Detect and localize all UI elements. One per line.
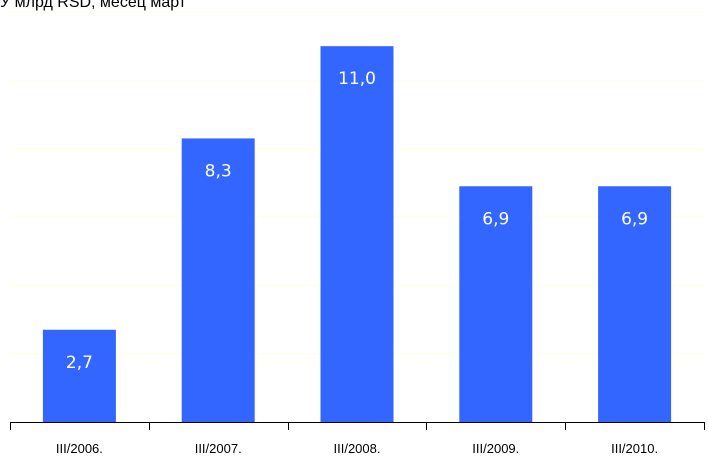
- bar-value-label: 8,3: [205, 161, 232, 181]
- x-tick-label: III/2009.: [472, 441, 519, 456]
- gridlines: [10, 11, 704, 355]
- bar-value-label: 6,9: [621, 209, 648, 229]
- bar: [598, 186, 672, 422]
- bar: [459, 186, 533, 422]
- x-tick-label: III/2010.: [611, 441, 658, 456]
- bar-value-label: 6,9: [482, 209, 509, 229]
- bars: 2,7 8,3 11,0 6,9 6,9: [42, 46, 672, 423]
- x-axis: III/2006. III/2007. III/2008. III/2009. III/…: [10, 422, 705, 456]
- bar: [42, 329, 116, 422]
- bar-value-label: 11,0: [338, 69, 376, 89]
- bar-value-label: 2,7: [66, 353, 93, 373]
- bar: [181, 138, 255, 422]
- x-tick-label: III/2008.: [334, 441, 381, 456]
- x-tick-label: III/2007.: [195, 441, 242, 456]
- bar: [320, 46, 394, 423]
- x-tick-label: III/2006.: [56, 441, 103, 456]
- chart-title: У млрд RSD, месец март: [0, 0, 187, 11]
